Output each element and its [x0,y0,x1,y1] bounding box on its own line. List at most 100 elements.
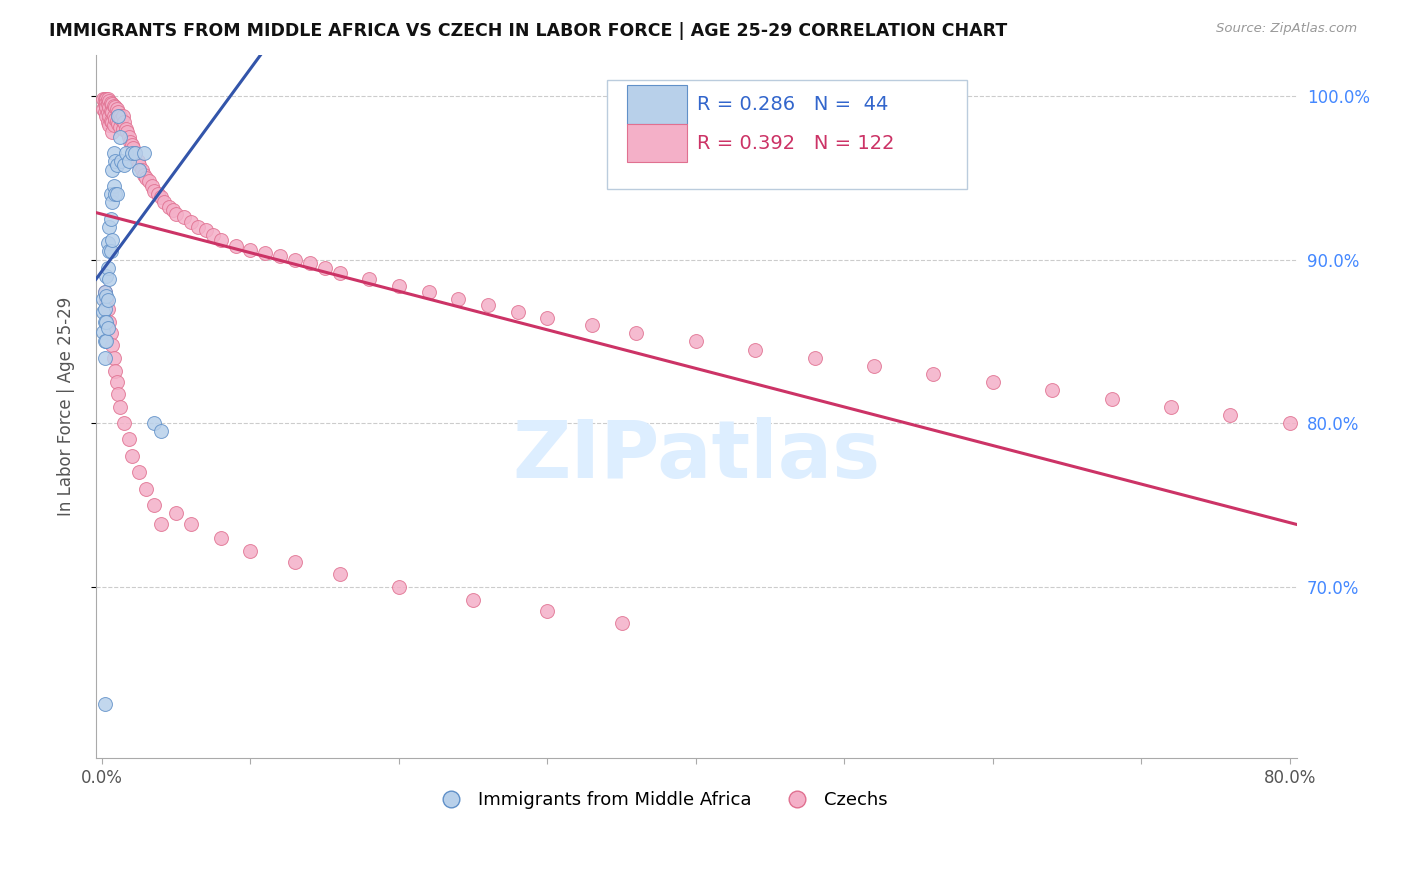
Point [254,246,277,260]
Point [97,97,120,112]
Point [120,135,142,149]
Point [103,109,125,123]
Point [104,112,127,126]
Point [610,615,633,630]
Point [112,115,135,129]
Point [94,97,117,112]
Point [101,115,124,129]
Point [103,178,125,193]
Point [1160,400,1182,414]
Point [187,219,209,234]
Point [388,278,411,293]
Point [328,566,350,581]
Point [94,315,117,329]
Point [135,482,157,496]
Point [105,187,128,202]
Point [150,517,173,532]
Text: Source: ZipAtlas.com: Source: ZipAtlas.com [1216,22,1357,36]
Point [112,416,135,430]
Point [239,543,262,558]
Point [388,580,411,594]
Point [100,113,122,128]
Text: IMMIGRANTS FROM MIDDLE AFRICA VS CZECH IN LABOR FORCE | AGE 25-29 CORRELATION CH: IMMIGRANTS FROM MIDDLE AFRICA VS CZECH I… [49,22,1008,40]
Point [359,272,381,286]
Point [122,141,145,155]
Point [128,158,150,172]
Point [922,367,945,381]
Point [108,400,131,414]
Point [111,121,134,136]
Point [314,260,336,275]
Point [1101,392,1123,406]
Point [110,112,132,126]
Point [803,351,825,365]
Point [194,223,217,237]
Point [96,334,118,349]
Point [284,252,307,267]
Point [94,105,117,120]
Point [97,301,120,316]
Point [108,129,131,144]
Text: R = 0.392   N = 122: R = 0.392 N = 122 [696,134,894,153]
Point [98,244,121,259]
Point [626,326,648,340]
Point [506,305,529,319]
Point [94,301,117,316]
Point [97,92,120,106]
Point [141,178,163,193]
Point [111,109,134,123]
Point [93,325,115,339]
Point [150,424,173,438]
Point [107,117,129,131]
Point [162,203,184,218]
Point [685,334,707,349]
FancyBboxPatch shape [627,124,688,162]
Point [135,170,157,185]
Point [94,285,117,300]
Text: R = 0.286   N =  44: R = 0.286 N = 44 [696,95,889,114]
Point [103,351,125,365]
Point [118,129,141,144]
Point [447,292,470,306]
Text: ZIPatlas: ZIPatlas [512,417,880,495]
Point [100,103,122,118]
Point [157,200,180,214]
Point [115,125,138,139]
Point [96,268,118,283]
Point [105,375,128,389]
Point [284,555,307,569]
Point [536,604,558,618]
Point [180,517,202,532]
Point [98,119,121,133]
Point [97,260,120,275]
Point [150,190,173,204]
Point [93,102,115,116]
Point [96,95,118,110]
Point [101,162,124,177]
Point [132,168,155,182]
Point [581,318,603,332]
Point [100,244,122,259]
Point [100,95,122,110]
Point [100,326,122,340]
Point [124,146,146,161]
Point [121,449,143,463]
Point [132,146,155,161]
Point [101,105,124,120]
Point [104,154,127,169]
Point [101,125,124,139]
Point [124,146,146,161]
Point [98,315,121,329]
Point [202,227,225,242]
Point [104,364,127,378]
Point [298,256,321,270]
Point [744,343,766,357]
Point [94,351,117,365]
Point [97,105,120,120]
Point [153,195,176,210]
Point [863,359,886,373]
Point [112,158,135,172]
Point [93,292,115,306]
Point [418,285,440,300]
Point [103,119,125,133]
